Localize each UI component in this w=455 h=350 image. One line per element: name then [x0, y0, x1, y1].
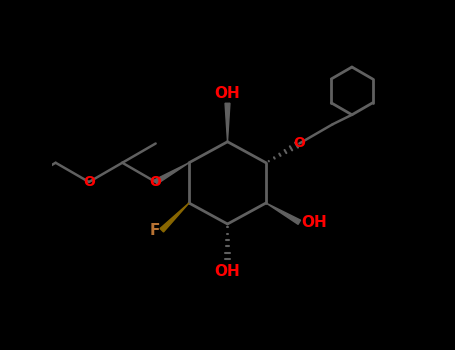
Text: OH: OH: [215, 264, 240, 279]
Text: F: F: [150, 223, 160, 238]
Polygon shape: [160, 203, 189, 232]
Text: OH: OH: [301, 215, 327, 230]
Text: O: O: [83, 175, 95, 189]
Text: O: O: [150, 175, 162, 189]
Polygon shape: [266, 203, 301, 224]
Polygon shape: [225, 103, 230, 142]
Text: O: O: [293, 136, 305, 150]
Polygon shape: [154, 163, 189, 184]
Text: OH: OH: [215, 86, 240, 102]
